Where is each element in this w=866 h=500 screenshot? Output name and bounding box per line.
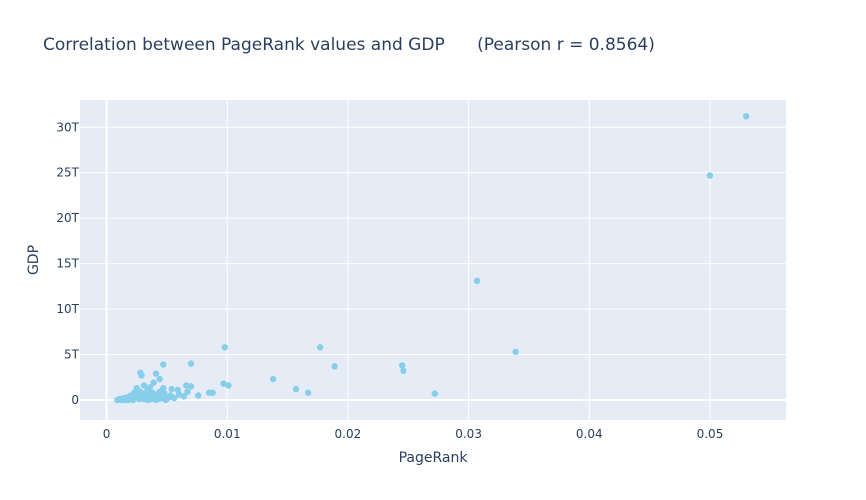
data-point bbox=[167, 392, 174, 399]
data-point bbox=[225, 382, 232, 389]
y-tick-label: 0 bbox=[71, 393, 79, 407]
data-point bbox=[187, 383, 195, 390]
y-tick-label: 10T bbox=[56, 302, 79, 316]
data-point bbox=[150, 393, 157, 400]
data-point bbox=[133, 384, 140, 392]
data-point bbox=[184, 388, 191, 396]
data-point bbox=[161, 390, 168, 397]
data-point bbox=[119, 396, 126, 404]
data-point bbox=[156, 375, 163, 383]
data-point bbox=[138, 372, 145, 379]
x-axis-title: PageRank bbox=[399, 450, 469, 466]
x-tick-label: 0.04 bbox=[576, 427, 603, 441]
data-point bbox=[180, 393, 187, 400]
data-point bbox=[152, 370, 160, 377]
plot-background bbox=[80, 100, 786, 420]
data-point bbox=[168, 385, 175, 393]
data-point bbox=[162, 396, 169, 404]
data-point bbox=[187, 360, 195, 367]
x-tick-label: 0 bbox=[103, 427, 111, 441]
data-point bbox=[269, 375, 277, 383]
x-tick-label: 0.02 bbox=[335, 427, 362, 441]
x-tick-label: 0.01 bbox=[214, 427, 241, 441]
y-tick-label: 25T bbox=[56, 166, 79, 180]
data-point bbox=[742, 113, 750, 120]
y-tick-label: 30T bbox=[56, 120, 79, 134]
data-point bbox=[292, 385, 300, 393]
data-point bbox=[140, 382, 148, 389]
y-axis-title: GDP bbox=[26, 245, 42, 275]
data-point bbox=[150, 379, 157, 386]
data-point bbox=[316, 344, 324, 351]
x-tick-label: 0.03 bbox=[455, 427, 482, 441]
data-point bbox=[140, 395, 148, 403]
y-tick-label: 20T bbox=[56, 211, 79, 225]
data-point bbox=[706, 172, 714, 179]
data-point bbox=[304, 389, 312, 396]
chart-title: Correlation between PageRank values and … bbox=[43, 35, 655, 55]
tick-labels: 0 0.01 0.02 0.03 0.04 0.05 0 5T 10T 15T 20T 25T 30T bbox=[56, 120, 723, 441]
x-tick-label: 0.05 bbox=[697, 427, 724, 441]
data-point bbox=[431, 390, 439, 397]
grid-lines bbox=[80, 100, 786, 420]
data-point bbox=[134, 394, 142, 402]
data-point bbox=[146, 388, 154, 396]
data-point bbox=[183, 382, 190, 389]
data-point bbox=[160, 361, 167, 368]
data-point bbox=[473, 277, 481, 285]
y-tick-label: 5T bbox=[64, 348, 80, 362]
data-point bbox=[399, 362, 406, 369]
data-point bbox=[400, 367, 407, 375]
data-point bbox=[209, 389, 216, 396]
data-point bbox=[331, 363, 338, 370]
data-point bbox=[156, 388, 163, 396]
data-point bbox=[220, 380, 227, 387]
data-point bbox=[175, 391, 183, 398]
data-points bbox=[114, 113, 750, 404]
data-point bbox=[221, 344, 229, 351]
y-tick-label: 15T bbox=[56, 257, 79, 271]
data-point bbox=[195, 392, 202, 399]
data-point bbox=[512, 348, 519, 356]
